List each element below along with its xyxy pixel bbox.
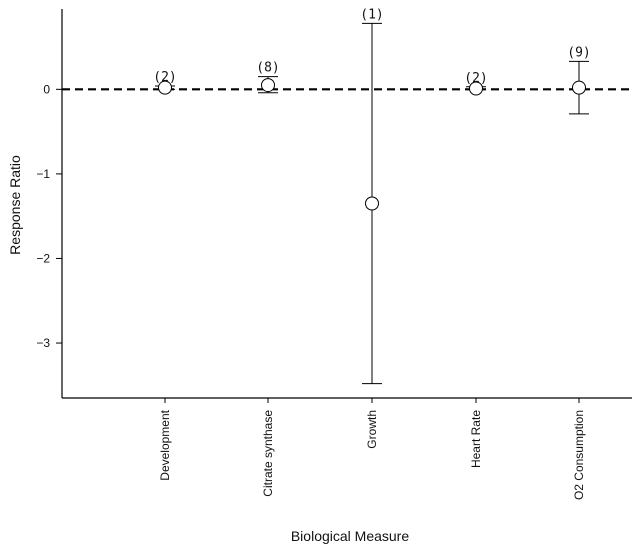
y-tick-label: −1	[36, 167, 50, 181]
plot-area: 0 −1 −2 −3 Development Citrate synthase Growth…	[36, 7, 632, 500]
sample-size-label: (2)	[464, 71, 487, 86]
y-tick-label: 0	[43, 82, 50, 96]
y-tick-label: −2	[36, 251, 50, 265]
x-axis-title: Biological Measure	[291, 528, 409, 544]
data-point	[365, 196, 379, 211]
sample-size-label: (8)	[256, 61, 279, 76]
data-point	[469, 81, 483, 96]
y-axis-title: Response Ratio	[7, 155, 23, 255]
x-tick-label: Heart Rate	[469, 410, 483, 468]
y-tick-label: −3	[36, 336, 50, 350]
x-tick-label: Development	[158, 409, 172, 480]
x-tick-label: Growth	[365, 410, 379, 449]
sample-size-label: (2)	[153, 70, 176, 85]
x-tick-label: O2 Consumption	[572, 410, 586, 500]
data-point	[158, 80, 172, 95]
x-tick-label: Citrate synthase	[261, 410, 275, 497]
data-point	[261, 78, 275, 93]
data-point	[572, 80, 586, 95]
sample-size-label: (9)	[567, 45, 590, 60]
sample-size-label: (1)	[360, 7, 383, 22]
